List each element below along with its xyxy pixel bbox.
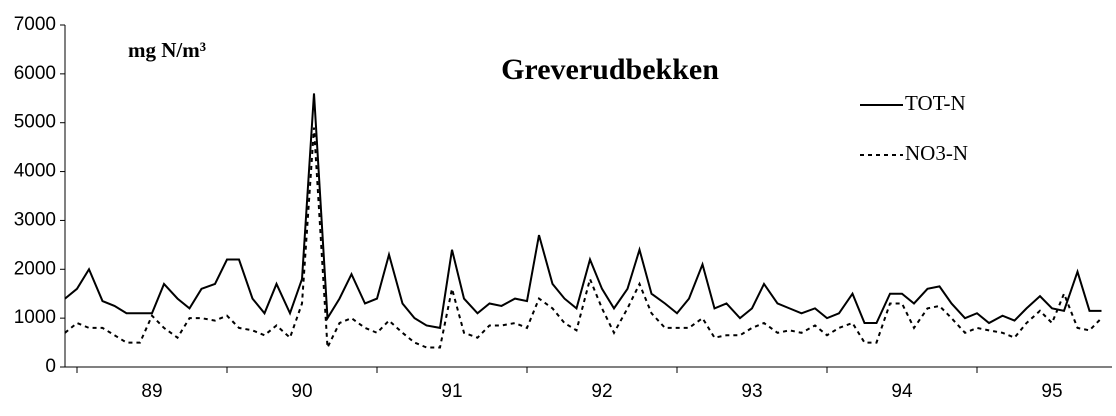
y-tick-label: 7000 [14, 14, 56, 35]
y-tick-label: 2000 [14, 258, 56, 279]
series-line [64, 93, 1102, 330]
y-tick-label: 0 [45, 356, 56, 377]
x-tick-label: 93 [741, 381, 762, 402]
x-tick-label: 94 [891, 381, 913, 402]
y-tick-label: 5000 [14, 112, 56, 133]
x-tick-label: 92 [591, 381, 612, 402]
unit-label: mg N/m³ [128, 38, 206, 62]
y-tick-label: 6000 [14, 63, 56, 84]
legend-label: TOT-N [905, 91, 966, 115]
x-tick-label: 91 [441, 381, 462, 402]
x-tick-label: 89 [141, 381, 162, 402]
x-tick-label: 95 [1041, 381, 1062, 402]
chart-title: Greverudbekken [501, 53, 719, 86]
legend-label: NO3-N [905, 141, 968, 165]
x-tick-label: 90 [291, 381, 312, 402]
y-tick-label: 3000 [14, 209, 56, 230]
y-tick-label: 1000 [14, 307, 56, 328]
y-tick-label: 4000 [14, 161, 56, 182]
series-line [64, 127, 1103, 352]
